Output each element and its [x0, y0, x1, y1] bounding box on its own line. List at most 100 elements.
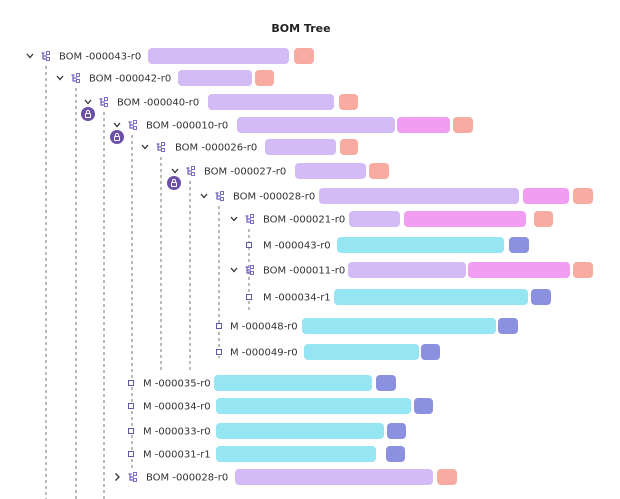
timeline-bar — [468, 262, 570, 278]
bom-icon — [128, 473, 134, 481]
material-icon — [246, 294, 252, 300]
expand-toggle[interactable] — [56, 75, 64, 81]
bom-icon — [245, 215, 251, 223]
expand-toggle[interactable] — [26, 53, 34, 59]
timeline-bar — [498, 318, 518, 334]
bom-icon — [71, 74, 77, 82]
bom-icon-node — [133, 120, 137, 124]
bom-icon — [245, 266, 251, 274]
bom-icon-node — [46, 51, 50, 55]
lock-body — [85, 113, 91, 118]
timeline-bar — [414, 398, 433, 414]
timeline-bar — [294, 48, 314, 64]
bom-icon — [128, 121, 134, 129]
tree-row: M -000031-r1 — [128, 446, 405, 462]
lock-shackle — [171, 178, 177, 183]
timeline-bar — [208, 94, 334, 110]
timeline-bar — [523, 188, 569, 204]
bom-icon-node — [191, 172, 195, 176]
expand-toggle[interactable] — [84, 99, 92, 105]
timeline-bar — [304, 344, 419, 360]
expand-toggle[interactable] — [230, 216, 238, 222]
bom-icon-node — [133, 478, 137, 482]
timeline-bar — [319, 188, 519, 204]
lock-badge — [110, 130, 124, 144]
timeline-bar — [237, 117, 395, 133]
expand-toggle[interactable] — [230, 267, 238, 273]
expand-toggle[interactable] — [115, 473, 120, 481]
timeline-bar — [216, 423, 384, 439]
material-icon — [128, 451, 134, 457]
bom-icon — [41, 52, 47, 60]
node-label: M -000031-r1 — [143, 450, 211, 461]
bom-icon-node — [76, 73, 80, 77]
lock-body — [114, 136, 120, 141]
timeline-bar — [178, 70, 252, 86]
timeline-bar — [216, 398, 411, 414]
node-label: BOM -000042-r0 — [89, 74, 171, 85]
timeline-bar — [387, 423, 406, 439]
tree-row: BOM -000026-r0 — [141, 139, 358, 155]
tree-row: BOM -000010-r0 — [113, 117, 473, 133]
bom-icon-node — [104, 97, 108, 101]
material-icon — [128, 380, 134, 386]
title: BOM Tree — [271, 22, 330, 35]
timeline-bar — [531, 289, 551, 305]
bom-icon-node — [76, 79, 80, 83]
timeline-bar — [573, 188, 593, 204]
node-label: M -000043-r0 — [263, 241, 331, 252]
bom-icon-node — [220, 191, 224, 195]
timeline-bar — [397, 117, 450, 133]
material-icon — [246, 242, 252, 248]
bom-icon-node — [104, 103, 108, 107]
material-icon — [216, 323, 222, 329]
node-label: BOM -000010-r0 — [146, 121, 228, 132]
node-label: M -000035-r0 — [143, 379, 211, 390]
node-label: BOM -000028-r0 — [146, 473, 228, 484]
tree-row: M -000049-r0 — [216, 344, 440, 360]
timeline-bar — [573, 262, 593, 278]
timeline-bar — [255, 70, 274, 86]
material-icon — [128, 403, 134, 409]
timeline-bar — [534, 211, 553, 227]
tree-row: M -000048-r0 — [216, 318, 518, 334]
bom-icon-node — [250, 220, 254, 224]
bom-icon — [99, 98, 105, 106]
timeline-bar — [348, 262, 466, 278]
timeline-bar — [265, 139, 336, 155]
timeline-bar — [386, 446, 405, 462]
timeline-bar — [214, 375, 372, 391]
node-label: BOM -000043-r0 — [59, 52, 141, 63]
bom-icon-node — [250, 265, 254, 269]
timeline-bar — [148, 48, 289, 64]
tree-row: BOM -000021-r0 — [230, 211, 553, 227]
tree-row: M -000043-r0 — [246, 237, 529, 253]
lock-body — [171, 182, 177, 187]
timeline-bar — [334, 289, 528, 305]
bom-icon — [156, 143, 162, 151]
expand-toggle[interactable] — [113, 122, 121, 128]
material-icon — [128, 428, 134, 434]
tree-row: BOM -000042-r0 — [56, 70, 274, 86]
timeline-bar — [404, 211, 526, 227]
bom-icon — [215, 192, 221, 200]
expand-toggle[interactable] — [171, 168, 179, 174]
timeline-bar — [295, 163, 366, 179]
node-label: M -000034-r0 — [143, 402, 211, 413]
timeline-bar — [235, 469, 433, 485]
material-icon — [216, 349, 222, 355]
node-label: M -000034-r1 — [263, 293, 331, 304]
expand-toggle[interactable] — [141, 144, 149, 150]
tree-row: BOM -000043-r0 — [26, 48, 314, 64]
timeline-bar — [421, 344, 440, 360]
expand-toggle[interactable] — [200, 193, 208, 199]
timeline-bar — [349, 211, 400, 227]
bom-icon-node — [161, 148, 165, 152]
tree-row: M -000035-r0 — [128, 375, 396, 391]
timeline-bar — [340, 139, 358, 155]
tree-row: M -000033-r0 — [128, 423, 406, 439]
node-label: M -000049-r0 — [230, 348, 298, 359]
bom-icon-node — [220, 197, 224, 201]
timeline-bar — [369, 163, 389, 179]
